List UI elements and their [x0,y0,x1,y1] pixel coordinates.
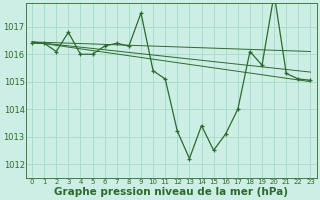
X-axis label: Graphe pression niveau de la mer (hPa): Graphe pression niveau de la mer (hPa) [54,187,288,197]
